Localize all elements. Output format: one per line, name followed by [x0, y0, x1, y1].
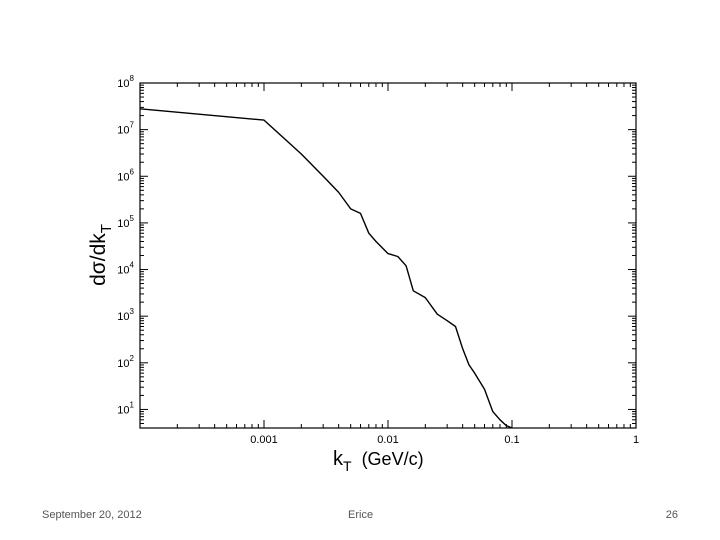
y-tick-label-base: 10: [117, 171, 129, 183]
y-axis-title: dσ/dkT: [87, 224, 115, 286]
y-tick-label-base: 10: [117, 218, 129, 230]
y-tick-label-exponent: 8: [130, 74, 135, 83]
y-tick-label: 106: [117, 167, 134, 183]
y-tick-label-exponent: 3: [130, 307, 135, 316]
series-group: [140, 108, 514, 428]
y-tick-label: 104: [117, 261, 134, 277]
x-tick-label: 1: [633, 434, 639, 446]
y-tick-label-base: 10: [117, 311, 129, 323]
footer-page-number: 26: [665, 509, 678, 521]
footer-venue: Erice: [348, 509, 374, 521]
footer-date: September 20, 2012: [42, 509, 142, 521]
y-tick-label-base: 10: [117, 125, 129, 137]
y-tick-label: 107: [117, 121, 134, 137]
y-tick-label-base: 10: [117, 78, 129, 90]
y-tick-label-exponent: 7: [130, 121, 135, 130]
y-tick-label: 108: [117, 74, 134, 90]
y-tick-label: 105: [117, 214, 134, 230]
x-tick-label: 0.01: [377, 434, 398, 446]
y-tick-label-exponent: 1: [130, 400, 135, 409]
x-tick-label: 0.001: [250, 434, 278, 446]
x-axis: 0.001 0.01 0.1 1: [139, 83, 639, 446]
x-axis-title: kT (GeV/c): [333, 448, 424, 474]
y-tick-label-exponent: 2: [130, 354, 135, 363]
y-tick-label: 101: [117, 400, 134, 416]
plot-border: [139, 82, 637, 429]
series-line: [140, 108, 514, 428]
y-tick-label-exponent: 6: [130, 167, 135, 176]
y-tick-label-base: 10: [117, 404, 129, 416]
y-tick-label-base: 10: [117, 265, 129, 277]
y-axis-title-main: dσ/dk: [87, 233, 110, 286]
y-tick-label: 102: [117, 354, 134, 370]
x-tick-label: 0.1: [504, 434, 519, 446]
x-axis-title-main: k: [333, 448, 344, 470]
plot-frame: [139, 82, 637, 429]
y-tick-label: 103: [117, 307, 134, 323]
y-tick-label-base: 10: [117, 358, 129, 370]
y-axis-title-sub: T: [98, 224, 115, 233]
x-axis-title-units: (GeV/c): [362, 449, 424, 469]
x-axis-title-sub: T: [343, 458, 352, 474]
y-tick-label-exponent: 4: [130, 261, 135, 270]
y-tick-label-exponent: 5: [130, 214, 135, 223]
